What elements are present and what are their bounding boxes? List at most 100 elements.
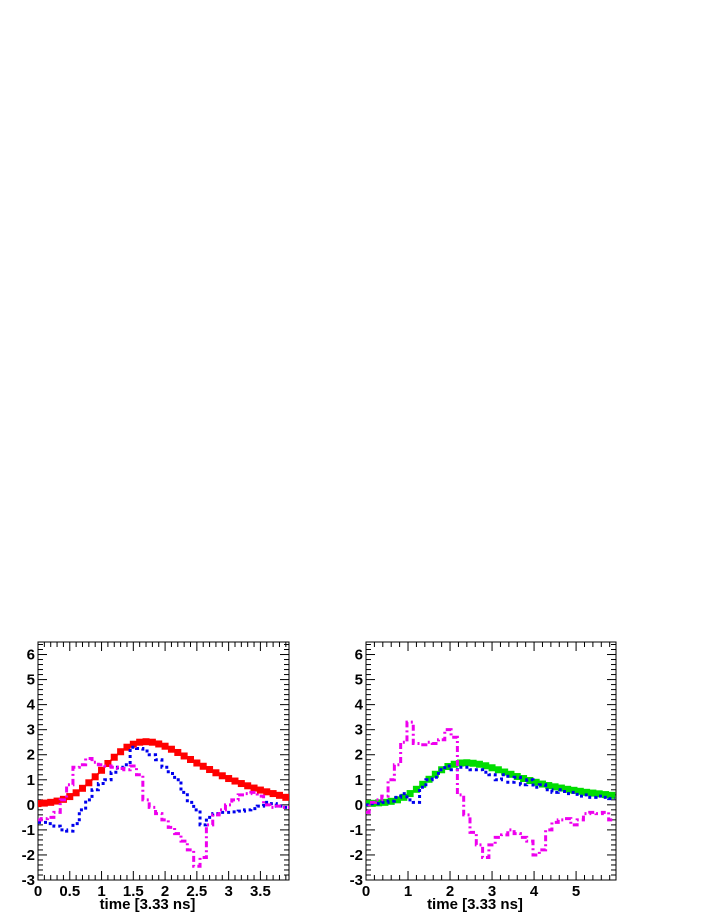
data-point — [142, 738, 150, 746]
data-point — [218, 772, 226, 780]
data-point — [91, 773, 99, 781]
left-chart-plot-area — [38, 738, 289, 868]
y-tick-label: 4 — [27, 697, 36, 714]
y-tick-label: -2 — [22, 847, 35, 864]
data-point — [475, 760, 483, 768]
data-point — [269, 790, 277, 798]
data-point — [576, 787, 584, 795]
data-point — [85, 779, 93, 787]
data-point — [231, 777, 239, 785]
data-point — [419, 780, 427, 788]
x-tick-label: 1.5 — [123, 883, 144, 900]
y-tick-label: 5 — [27, 672, 35, 689]
right-chart-frame — [365, 641, 617, 881]
y-tick-label: -2 — [350, 847, 363, 864]
data-point — [212, 769, 220, 777]
right-panel: 0 1 2 3 4 5 -3 -2 -1 0 1 2 3 4 5 6 time [3.33 ns] — [350, 641, 617, 913]
y-tick-label: -3 — [22, 872, 35, 889]
y-tick-label: 4 — [355, 697, 364, 714]
y-tick-label: -1 — [22, 822, 35, 839]
data-point — [167, 745, 175, 753]
y-tick-label: 1 — [355, 772, 363, 789]
data-point — [526, 777, 534, 785]
x-tick-label: 2 — [446, 883, 454, 900]
data-point — [263, 788, 271, 796]
data-point — [381, 798, 389, 806]
data-point — [431, 770, 439, 778]
data-point — [457, 759, 465, 767]
x-tick-label: 0 — [34, 883, 42, 900]
data-point — [450, 760, 458, 768]
y-tick-label: 1 — [27, 772, 35, 789]
data-point — [601, 791, 609, 799]
data-point — [53, 797, 61, 805]
data-point — [136, 738, 144, 746]
data-point — [513, 773, 521, 781]
data-point — [38, 800, 42, 808]
data-point — [501, 768, 509, 776]
data-point — [72, 789, 80, 797]
y-tick-label: 0 — [355, 797, 363, 814]
data-point — [123, 743, 131, 751]
data-point — [161, 742, 169, 750]
data-point — [507, 770, 515, 778]
x-tick-label: 2.5 — [186, 883, 207, 900]
data-point — [250, 784, 258, 792]
data-point — [237, 780, 245, 788]
y-tick-label: -3 — [350, 872, 363, 889]
data-point — [187, 755, 195, 763]
data-point — [488, 764, 496, 772]
data-point — [551, 783, 559, 791]
data-point — [129, 740, 137, 748]
data-point — [425, 775, 433, 783]
data-point — [463, 759, 471, 767]
y-tick-label: 3 — [27, 722, 35, 739]
x-tick-label: 4 — [530, 883, 539, 900]
data-point — [225, 775, 233, 783]
x-tick-label: 1 — [97, 883, 105, 900]
data-point — [520, 775, 528, 783]
data-point — [400, 793, 408, 801]
data-point — [595, 790, 603, 798]
y-tick-label: 2 — [355, 747, 363, 764]
right-chart-plot-area — [366, 720, 616, 859]
data-point — [387, 797, 395, 805]
data-point — [570, 786, 578, 794]
data-point — [117, 748, 125, 756]
data-point — [282, 793, 289, 801]
x-tick-label: 5 — [572, 883, 580, 900]
y-tick-label: 6 — [27, 647, 35, 664]
data-point — [583, 788, 591, 796]
data-point — [406, 790, 414, 798]
data-point — [412, 785, 420, 793]
data-point — [275, 791, 283, 799]
data-point — [206, 766, 214, 774]
series-line-2 — [366, 720, 615, 859]
data-point — [47, 798, 55, 806]
data-point — [180, 752, 188, 760]
data-point — [110, 753, 118, 761]
data-point — [78, 784, 86, 792]
x-tick-label: 2 — [161, 883, 169, 900]
data-point — [557, 784, 565, 792]
x-tick-label: 3.5 — [250, 883, 271, 900]
x-tick-label: 1 — [404, 883, 412, 900]
x-axis-title: time [3.33 ns] — [100, 896, 196, 913]
data-point — [244, 782, 252, 790]
data-point — [538, 780, 546, 788]
x-tick-label: 0 — [362, 883, 370, 900]
data-point — [608, 791, 616, 799]
data-point — [589, 789, 597, 797]
data-point — [564, 785, 572, 793]
data-point — [104, 760, 112, 768]
data-point — [545, 782, 553, 790]
data-point — [494, 766, 502, 774]
y-tick-label: 5 — [355, 672, 363, 689]
y-tick-label: -1 — [350, 822, 363, 839]
data-point — [98, 766, 106, 774]
data-point — [155, 740, 163, 748]
data-point — [40, 799, 48, 807]
data-point — [193, 759, 201, 767]
